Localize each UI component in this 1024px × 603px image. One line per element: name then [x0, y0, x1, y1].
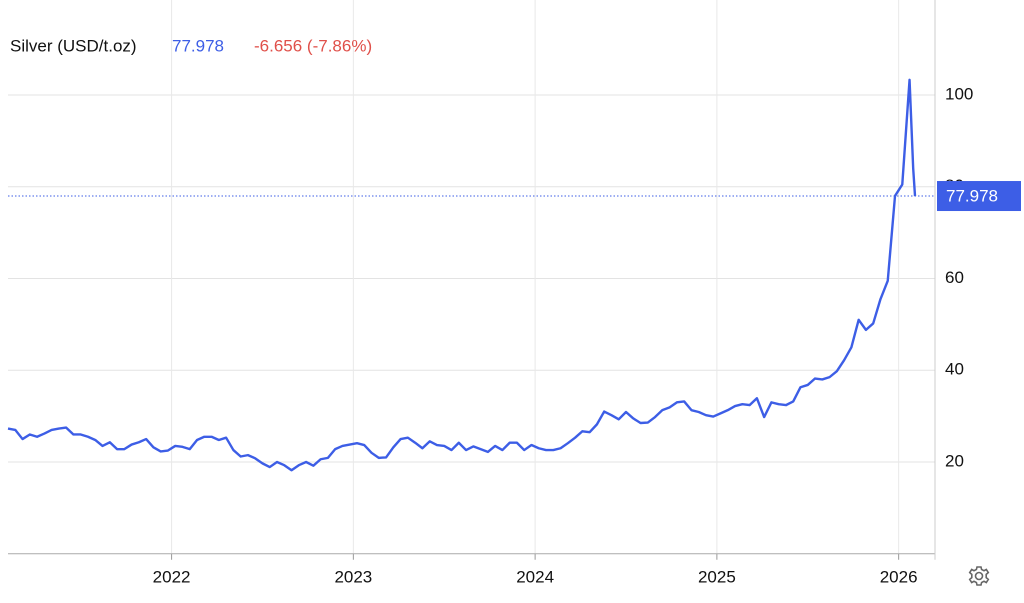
last-price-box	[937, 181, 1021, 212]
x-tick-label: 2025	[698, 567, 736, 586]
y-tick-label: 60	[945, 268, 964, 287]
grid	[8, 0, 935, 554]
y-tick-label: 20	[945, 451, 964, 470]
price-change: -6.656 (-7.86%)	[254, 36, 372, 55]
x-tick-label: 2022	[153, 567, 191, 586]
last-price: 77.978	[172, 36, 224, 55]
y-tick-label: 100	[945, 84, 973, 103]
settings-icon[interactable]	[968, 566, 990, 586]
y-tick-label: 40	[945, 360, 964, 379]
price-line	[7, 78, 917, 472]
x-tick-label: 2024	[516, 567, 554, 586]
last-price-label: 77.978	[946, 187, 998, 206]
x-tick-label: 2023	[334, 567, 372, 586]
chart-title: Silver (USD/t.oz)	[10, 36, 137, 55]
x-tick-label: 2026	[880, 567, 918, 586]
